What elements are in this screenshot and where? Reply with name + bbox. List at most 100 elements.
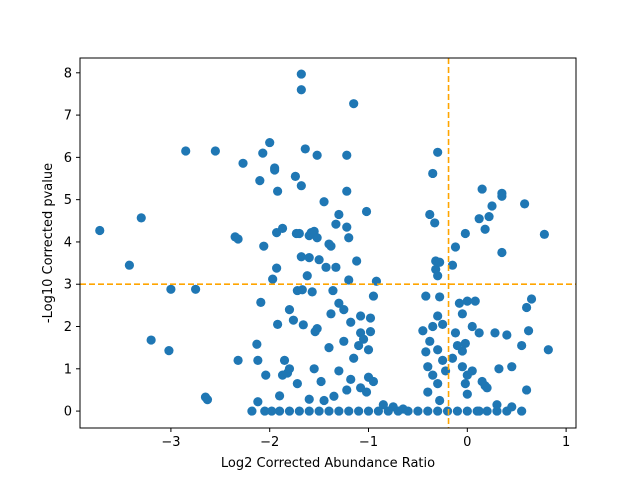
data-point: [316, 376, 326, 387]
data-point: [279, 355, 290, 365]
data-point: [497, 247, 507, 258]
data-point: [253, 355, 263, 365]
data-point: [346, 317, 356, 327]
data-point: [319, 395, 329, 406]
data-point: [484, 211, 494, 222]
data-point: [502, 330, 512, 340]
data-point: [521, 385, 532, 395]
data-point: [296, 252, 306, 262]
data-point: [470, 296, 480, 306]
data-point: [314, 255, 324, 265]
y-tick-label: 8: [64, 66, 72, 81]
data-point: [342, 385, 352, 395]
data-point: [326, 309, 336, 319]
data-point: [274, 391, 285, 401]
data-point: [442, 406, 453, 416]
x-tick-label: −3: [161, 435, 180, 450]
data-point: [520, 199, 530, 209]
y-tick-label: 6: [64, 151, 72, 166]
y-axis-ticks: 0 1 2 3 4 5 6 7 8: [64, 66, 80, 420]
data-point: [467, 321, 477, 332]
data-point: [423, 387, 433, 397]
data-point: [457, 362, 467, 372]
data-point: [517, 340, 527, 351]
points-layer: [95, 69, 553, 416]
data-point: [425, 336, 435, 346]
data-point: [304, 394, 314, 404]
threshold-layer: [80, 58, 576, 428]
data-point: [368, 291, 379, 301]
data-point: [433, 271, 443, 281]
data-point: [425, 209, 435, 220]
data-point: [356, 311, 366, 321]
data-point: [358, 334, 369, 344]
x-tick-label: 0: [463, 435, 471, 450]
data-point: [270, 165, 280, 175]
data-point: [349, 353, 359, 363]
data-point: [298, 320, 308, 330]
data-point: [252, 339, 262, 349]
data-point: [460, 338, 470, 349]
data-point: [274, 406, 285, 416]
data-point: [342, 222, 352, 232]
data-point: [268, 274, 278, 284]
data-point: [342, 150, 352, 160]
data-point: [526, 294, 537, 304]
data-point: [435, 395, 445, 406]
data-point: [433, 345, 443, 355]
x-tick-label: −2: [260, 435, 279, 450]
data-point: [435, 292, 445, 302]
data-point: [433, 311, 443, 321]
data-point: [421, 347, 431, 357]
data-point: [349, 99, 359, 109]
data-point: [438, 319, 448, 329]
data-point: [310, 326, 320, 337]
data-point: [421, 291, 431, 301]
data-point: [258, 148, 268, 158]
data-point: [418, 326, 428, 336]
data-point: [300, 144, 310, 154]
data-point: [164, 346, 174, 356]
data-point: [477, 184, 487, 194]
data-point: [423, 362, 433, 372]
data-point: [447, 353, 458, 363]
data-point: [124, 260, 135, 270]
x-axis-label: Log2 Corrected Abundance Ratio: [221, 456, 435, 471]
data-point: [344, 406, 354, 416]
data-point: [361, 206, 372, 217]
y-tick-label: 3: [64, 278, 72, 293]
data-point: [339, 305, 349, 315]
data-point: [284, 364, 295, 374]
data-point: [457, 309, 467, 319]
data-point: [433, 406, 443, 416]
data-point: [482, 406, 492, 416]
data-point: [314, 406, 324, 416]
data-point: [383, 406, 393, 416]
y-tick-label: 4: [64, 235, 72, 250]
data-point: [378, 400, 388, 410]
data-point: [539, 229, 549, 239]
data-point: [296, 85, 306, 95]
data-point: [321, 262, 331, 272]
data-point: [256, 297, 266, 308]
data-point: [312, 150, 322, 160]
data-point: [307, 287, 317, 297]
data-point: [233, 234, 243, 244]
x-tick-label: −1: [359, 435, 378, 450]
data-point: [146, 335, 156, 345]
data-point: [474, 328, 484, 338]
data-point: [284, 305, 295, 315]
data-point: [344, 275, 354, 285]
data-point: [328, 285, 338, 296]
data-point: [428, 168, 438, 179]
data-point: [273, 186, 283, 196]
data-point: [255, 176, 265, 186]
data-point: [319, 197, 329, 207]
data-point: [403, 406, 413, 416]
data-point: [312, 233, 322, 243]
data-point: [454, 298, 465, 308]
data-point: [450, 328, 461, 338]
data-point: [492, 400, 502, 410]
data-point: [462, 296, 472, 306]
